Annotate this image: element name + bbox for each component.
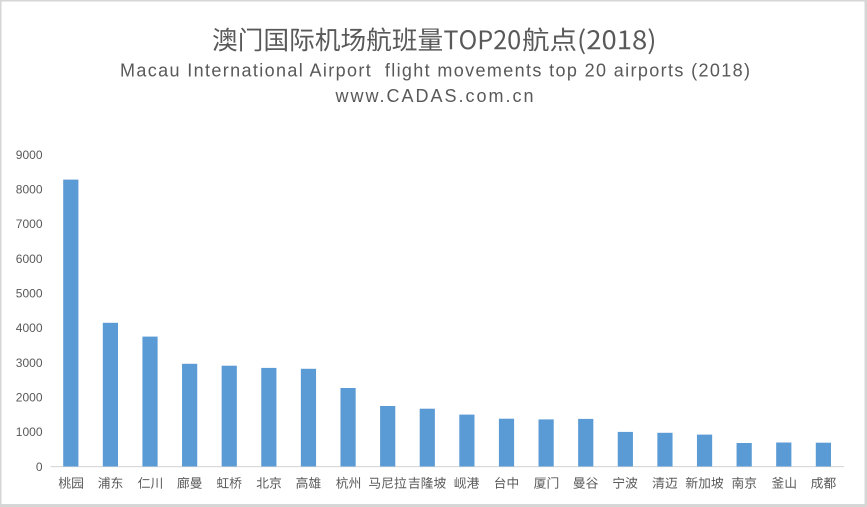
svg-text:9000: 9000 [16, 148, 43, 162]
svg-text:6000: 6000 [16, 252, 43, 266]
svg-text:2000: 2000 [16, 390, 43, 404]
svg-text:1000: 1000 [16, 425, 43, 439]
svg-text:3000: 3000 [16, 356, 43, 370]
svg-text:0: 0 [36, 460, 43, 474]
svg-text:4000: 4000 [16, 321, 43, 335]
svg-text:Macau International Airport f: Macau International Airport flight movem… [120, 61, 750, 81]
svg-text:www.CADAS.com.cn: www.CADAS.com.cn [335, 86, 534, 106]
svg-text:5000: 5000 [16, 287, 43, 301]
svg-text:7000: 7000 [16, 217, 43, 231]
svg-text:8000: 8000 [16, 183, 43, 197]
